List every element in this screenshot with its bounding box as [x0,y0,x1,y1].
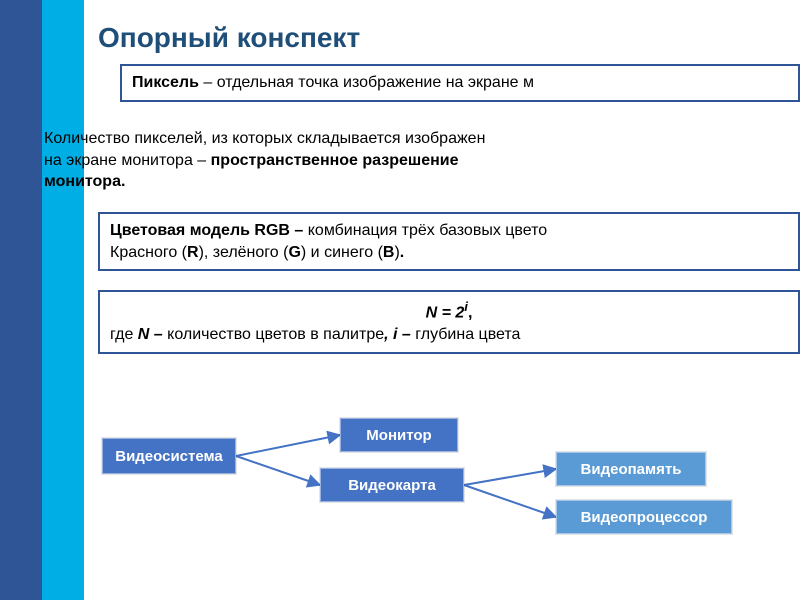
node-videoprocessor: Видеопроцессор [556,500,732,534]
node-videosystem: Видеосистема [102,438,236,474]
box-rgb-B: B [383,244,395,261]
para-resolution-l1: Количество пикселей, из которых складыва… [44,130,485,147]
node-videomemory: Видеопамять [556,452,706,486]
box-pixel-def: – отдельная точка изображение на экране … [199,74,534,91]
box-pixel: Пиксель – отдельная точка изображение на… [120,64,800,102]
box-rgb-R: R [187,244,199,261]
box-rgb-dot: . [400,244,404,261]
formula-comma: , [468,304,472,321]
box-rgb-G: G [288,244,300,261]
formula-l2c: количество цветов в палитре [167,326,384,343]
formula-N: N – [138,326,167,343]
box-pixel-term: Пиксель [132,74,199,91]
para-resolution-l3: монитора. [44,173,125,190]
formula-N-eq-2: N = 2 [426,304,465,321]
box-formula: N = 2i, где N – количество цветов в пали… [98,290,800,354]
node-monitor: Монитор [340,418,458,452]
para-resolution-l2b: пространственное разрешение [211,152,459,169]
left-stripe-bright [42,0,84,600]
page-title: Опорный конспект [98,22,360,54]
node-videocard: Видеокарта [320,468,464,502]
formula-i: , i – [384,326,415,343]
box-rgb-l2a: Красного ( [110,244,187,261]
box-rgb-l1b: комбинация трёх базовых цвето [308,222,547,239]
box-rgb-term: Цветовая модель RGB – [110,222,308,239]
box-rgb-l2e: ) и синего ( [301,244,383,261]
box-rgb: Цветовая модель RGB – комбинация трёх ба… [98,212,800,271]
para-resolution-l2a: на экране монитора – [44,152,211,169]
para-resolution: Количество пикселей, из которых складыва… [44,128,800,193]
formula-l2a: где [110,326,138,343]
box-rgb-l2c: ), зелёного ( [199,244,289,261]
left-stripe-dark [0,0,42,600]
formula-l2e: глубина цвета [415,326,520,343]
